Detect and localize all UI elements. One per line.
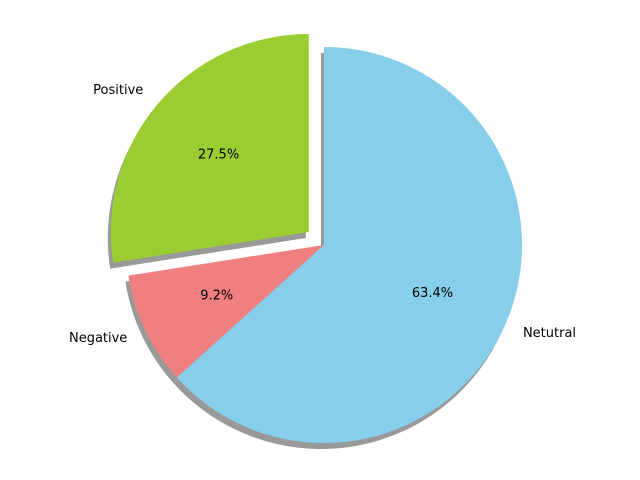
slice-percent-positive: 27.5%	[198, 147, 239, 162]
slice-layer	[110, 33, 522, 443]
slice-positive	[110, 33, 309, 263]
slice-label-netutral: Netutral	[523, 326, 576, 341]
slice-percent-negative: 9.2%	[200, 289, 233, 304]
slice-netutral	[176, 47, 522, 443]
slice-label-negative: Negative	[69, 331, 127, 346]
label-layer: Positive 27.5% Negative 9.2% Netutral 63.4%	[69, 83, 576, 346]
slice-negative	[128, 245, 324, 378]
slice-percent-netutral: 63.4%	[412, 286, 453, 301]
slice-label-positive: Positive	[93, 83, 143, 98]
